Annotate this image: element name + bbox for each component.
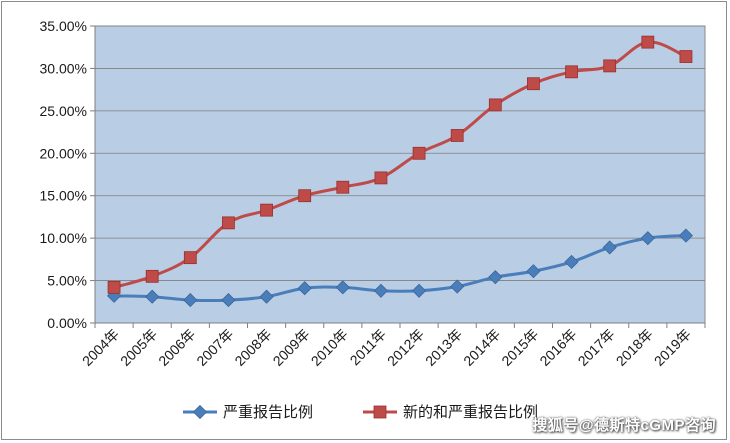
data-point-series-1 <box>222 216 235 230</box>
y-tick-label: 35.00% <box>40 18 87 34</box>
legend-marker-1 <box>373 405 387 419</box>
data-point-series-0 <box>145 289 160 304</box>
legend-label-1: 新的和严重报告比例 <box>403 404 538 421</box>
data-point-series-1 <box>679 50 693 63</box>
x-tick-label: 2009年 <box>270 326 313 369</box>
data-point-series-0 <box>221 293 236 308</box>
data-point-series-1 <box>641 35 655 49</box>
x-tick-label: 2008年 <box>231 326 274 369</box>
y-tick-label: 15.00% <box>40 188 87 204</box>
data-point-series-1 <box>260 203 273 217</box>
x-tick-label: 2005年 <box>117 326 160 369</box>
x-tick-label: 2017年 <box>575 326 618 369</box>
data-point-series-1 <box>603 59 617 73</box>
data-point-series-1 <box>412 146 426 160</box>
data-point-series-0 <box>183 293 198 308</box>
data-point-series-1 <box>527 77 540 91</box>
data-point-series-0 <box>602 240 617 255</box>
watermark: 搜狐号@德斯特cGMP咨询 <box>532 417 716 434</box>
data-point-series-0 <box>678 228 694 243</box>
x-tick-label: 2010年 <box>308 326 351 369</box>
data-point-series-1 <box>145 269 159 283</box>
x-tick-label: 2018年 <box>613 326 656 369</box>
data-point-series-0 <box>488 270 503 285</box>
data-point-series-1 <box>107 280 121 294</box>
x-tick-label: 2006年 <box>155 326 198 369</box>
data-point-series-1 <box>565 65 578 79</box>
x-tick-label: 2011年 <box>347 326 390 369</box>
x-tick-label: 2004年 <box>79 326 122 369</box>
y-tick-label: 10.00% <box>40 230 87 246</box>
data-point-series-0 <box>564 254 579 269</box>
legend-label-0: 严重报告比例 <box>223 404 313 421</box>
series-line-1 <box>113 40 687 289</box>
x-tick-label: 2012年 <box>384 326 427 369</box>
x-tick-label: 2015年 <box>498 326 541 369</box>
data-point-series-0 <box>526 264 541 279</box>
data-point-series-1 <box>336 180 350 194</box>
data-point-series-1 <box>488 98 502 112</box>
data-point-series-1 <box>183 251 197 265</box>
legend-marker-0 <box>192 404 208 420</box>
y-tick-label: 20.00% <box>40 145 87 161</box>
data-point-series-1 <box>374 171 388 185</box>
y-tick-label: 25.00% <box>40 103 87 119</box>
data-point-series-0 <box>373 283 389 298</box>
data-point-series-0 <box>335 280 350 295</box>
y-tick-label: 5.00% <box>47 273 87 289</box>
x-tick-label: 2019年 <box>651 326 694 369</box>
series-line-0 <box>114 234 687 303</box>
data-point-series-0 <box>450 279 465 294</box>
x-tick-label: 2007年 <box>193 326 236 369</box>
y-tick-label: 30.00% <box>40 60 87 76</box>
data-point-series-0 <box>259 289 274 304</box>
data-point-series-1 <box>298 189 312 203</box>
data-point-series-1 <box>450 129 464 142</box>
x-tick-label: 2014年 <box>460 326 503 369</box>
data-point-series-0 <box>640 231 655 246</box>
data-point-series-0 <box>297 281 312 296</box>
x-tick-label: 2013年 <box>422 326 465 369</box>
y-tick-label: 0.00% <box>47 315 87 331</box>
data-point-series-0 <box>411 283 427 298</box>
x-tick-label: 2016年 <box>536 326 579 369</box>
